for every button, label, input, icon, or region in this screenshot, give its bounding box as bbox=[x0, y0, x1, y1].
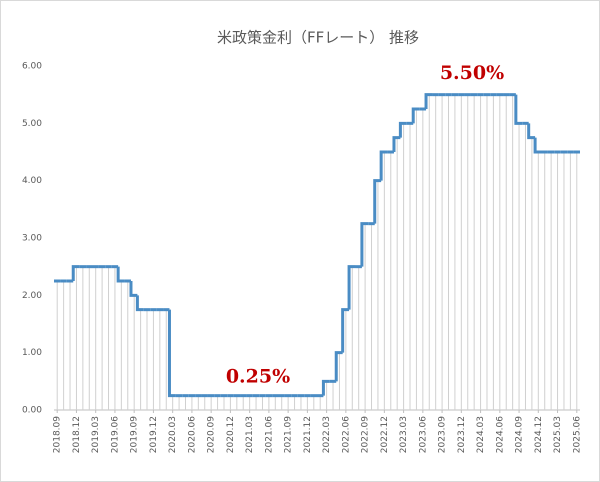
x-tick-label: 2023.12 bbox=[457, 416, 467, 453]
step-segment bbox=[167, 309, 176, 398]
x-tick-label: 2025.03 bbox=[553, 416, 563, 453]
step-segment bbox=[347, 265, 356, 310]
x-tick-label: 2020.09 bbox=[207, 416, 217, 453]
chart-title: 米政策金利（FFレート） 推移 bbox=[217, 29, 419, 47]
step-segment bbox=[411, 107, 420, 124]
x-tick-label: 2021.06 bbox=[264, 416, 274, 453]
x-tick-label: 2025.06 bbox=[572, 416, 582, 453]
x-tick-label: 2022.06 bbox=[341, 416, 351, 453]
step-segment bbox=[527, 123, 536, 140]
x-tick-label: 2019.09 bbox=[130, 416, 140, 453]
x-tick-label: 2020.12 bbox=[226, 416, 236, 453]
step-segment bbox=[514, 94, 523, 125]
x-tick-label: 2019.12 bbox=[149, 416, 159, 453]
y-tick-label: 2.00 bbox=[22, 291, 42, 301]
x-tick-label: 2019.06 bbox=[110, 416, 120, 453]
step-segment bbox=[135, 295, 144, 312]
step-segment bbox=[341, 308, 350, 353]
x-tick-label: 2022.03 bbox=[322, 416, 332, 453]
step-segment bbox=[334, 351, 343, 382]
x-tick-label: 2020.03 bbox=[168, 416, 178, 453]
y-tick-label: 3.00 bbox=[22, 234, 42, 244]
x-tick-label: 2021.03 bbox=[245, 416, 255, 453]
x-tick-label: 2018.12 bbox=[72, 416, 82, 453]
y-tick-label: 5.00 bbox=[22, 119, 42, 129]
x-tick-label: 2020.06 bbox=[187, 416, 197, 453]
step-segment bbox=[533, 137, 542, 154]
annotation: 0.25% bbox=[226, 366, 290, 388]
step-segment bbox=[71, 265, 80, 281]
step-segment bbox=[129, 281, 138, 297]
step-segment bbox=[398, 121, 407, 138]
annotation: 5.50% bbox=[440, 62, 504, 84]
step-segment bbox=[116, 266, 125, 283]
x-tick-label: 2021.09 bbox=[284, 416, 294, 453]
x-tick-label: 2019.03 bbox=[91, 416, 101, 453]
y-tick-label: 1.00 bbox=[22, 348, 42, 358]
x-tick-label: 2021.12 bbox=[303, 416, 313, 453]
x-tick-label: 2023.03 bbox=[399, 416, 409, 453]
x-tick-label: 2024.09 bbox=[515, 416, 525, 453]
x-tick-label: 2023.09 bbox=[438, 416, 448, 453]
step-segment bbox=[424, 93, 433, 109]
step-segment bbox=[392, 136, 401, 152]
step-segment bbox=[379, 150, 388, 181]
step-segment bbox=[321, 379, 330, 396]
step-segment bbox=[373, 179, 382, 224]
x-tick-label: 2022.12 bbox=[380, 416, 390, 453]
x-tick-label: 2023.06 bbox=[418, 416, 428, 453]
y-tick-label: 4.00 bbox=[22, 176, 42, 186]
x-tick-label: 2024.12 bbox=[534, 416, 544, 453]
y-tick-label: 6.00 bbox=[22, 62, 42, 72]
x-tick-label: 2022.09 bbox=[361, 416, 371, 453]
x-tick-label: 2024.06 bbox=[495, 416, 505, 453]
step-segment bbox=[360, 222, 369, 267]
x-tick-label: 2024.03 bbox=[476, 416, 486, 453]
y-tick-label: 0.00 bbox=[22, 406, 42, 416]
x-tick-label: 2018.09 bbox=[53, 416, 63, 453]
